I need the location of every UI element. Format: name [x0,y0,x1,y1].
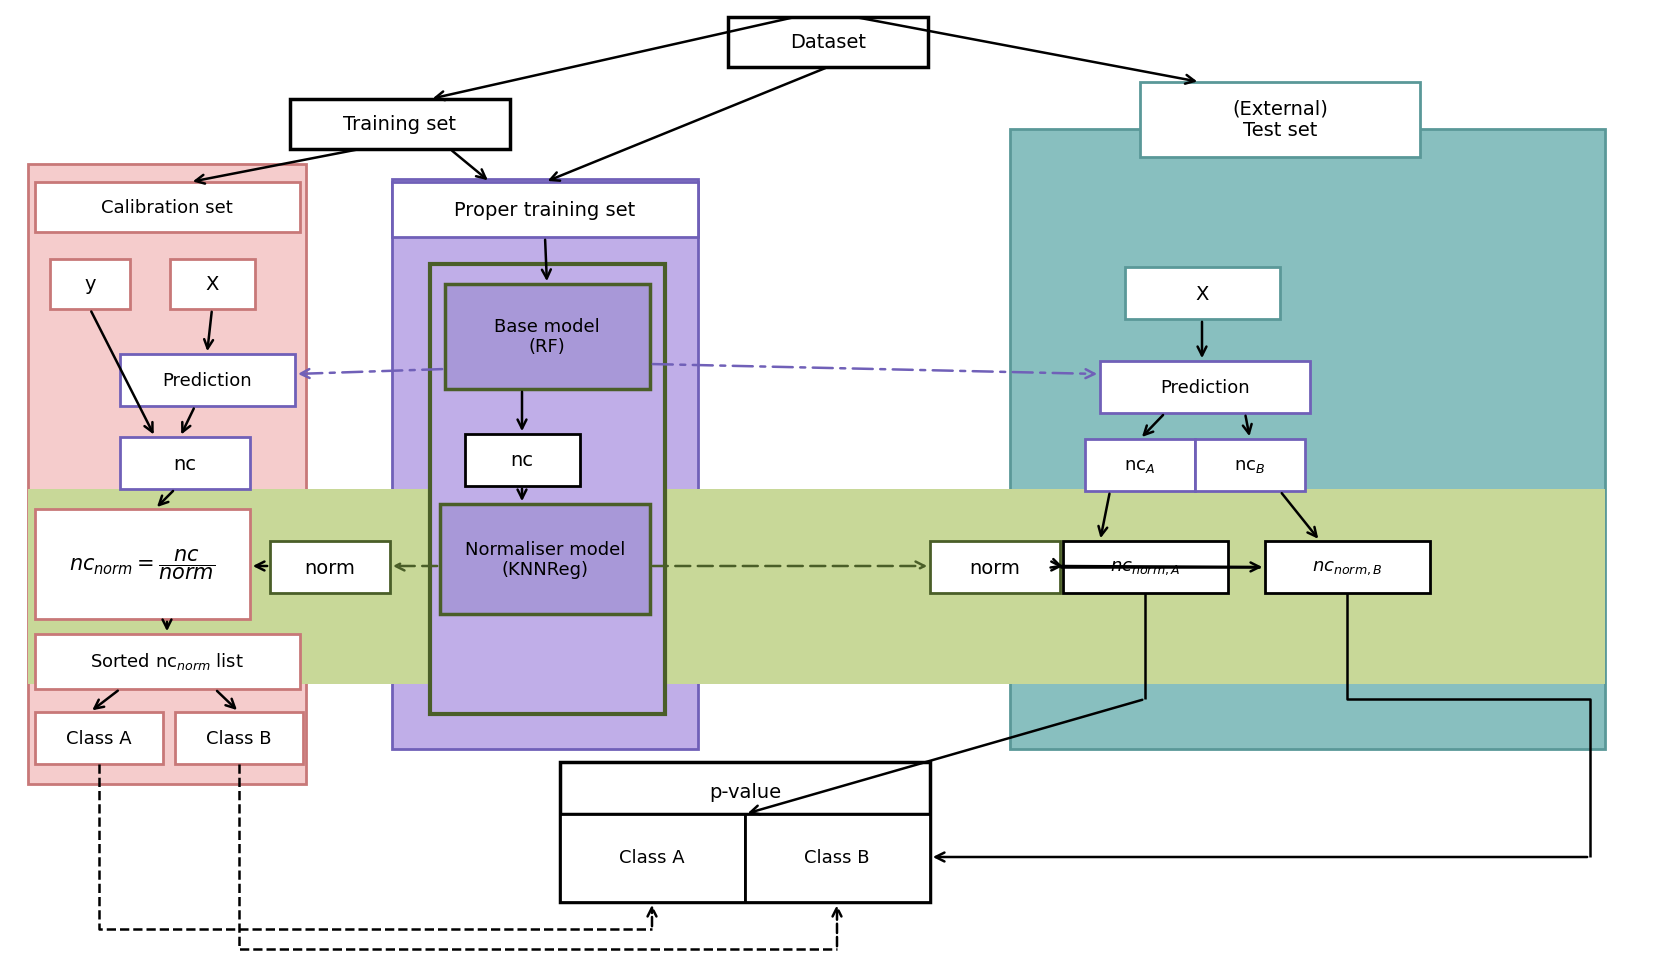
Bar [392,180,697,749]
Text: Base model
(RF): Base model (RF) [493,318,599,356]
Text: Proper training set: Proper training set [453,200,636,219]
Text: Training set: Training set [343,115,457,135]
Text: Normaliser model
(KNNReg): Normaliser model (KNNReg) [465,540,626,578]
Bar [1099,361,1309,413]
Bar [175,712,303,764]
Text: nc$_A$: nc$_A$ [1124,456,1155,475]
Text: Prediction: Prediction [162,371,252,390]
Text: Class A: Class A [619,848,685,867]
Bar [465,435,579,487]
Bar [1084,440,1195,491]
Bar [745,814,930,902]
Text: Calibration set: Calibration set [101,198,233,217]
Text: nc$_B$: nc$_B$ [1233,456,1264,475]
Bar [35,183,300,233]
Text: $nc_{norm} = \dfrac{nc}{norm}$: $nc_{norm} = \dfrac{nc}{norm}$ [70,547,215,581]
Text: Class A: Class A [66,729,132,747]
Bar [119,438,250,489]
Bar [170,260,255,310]
Text: Class B: Class B [207,729,271,747]
Text: p-value: p-value [708,783,781,802]
Bar [1139,83,1418,158]
Text: Class B: Class B [804,848,869,867]
Bar [445,284,650,390]
Bar [1010,130,1604,749]
Bar [119,355,295,406]
Text: nc: nc [174,454,197,473]
Bar [728,18,927,68]
Text: Prediction: Prediction [1160,379,1250,397]
Text: (External)
Test set: (External) Test set [1231,100,1327,141]
Bar [270,541,391,593]
Text: nc: nc [510,451,533,470]
Bar [50,260,131,310]
Text: Dataset: Dataset [789,33,866,53]
Text: norm: norm [968,558,1019,576]
Text: X: X [1195,284,1208,303]
Bar [35,509,250,619]
Bar [430,265,665,714]
Bar [1264,541,1430,593]
Text: y: y [84,276,96,294]
Bar [1195,440,1304,491]
Bar [559,762,930,902]
Bar [35,712,162,764]
Bar [559,814,745,902]
Text: $nc_{norm,A}$: $nc_{norm,A}$ [1109,559,1180,576]
Bar [392,183,697,237]
Text: X: X [205,276,218,294]
Bar [28,489,1604,684]
Bar [930,541,1059,593]
Bar [1124,268,1279,319]
Bar [1063,541,1228,593]
Bar [290,100,510,149]
Bar [28,165,306,785]
Text: norm: norm [305,558,356,576]
Bar [35,634,300,690]
Bar [440,504,650,615]
Text: Sorted nc$_{norm}$ list: Sorted nc$_{norm}$ list [89,651,243,672]
Text: $nc_{norm,B}$: $nc_{norm,B}$ [1311,559,1382,576]
